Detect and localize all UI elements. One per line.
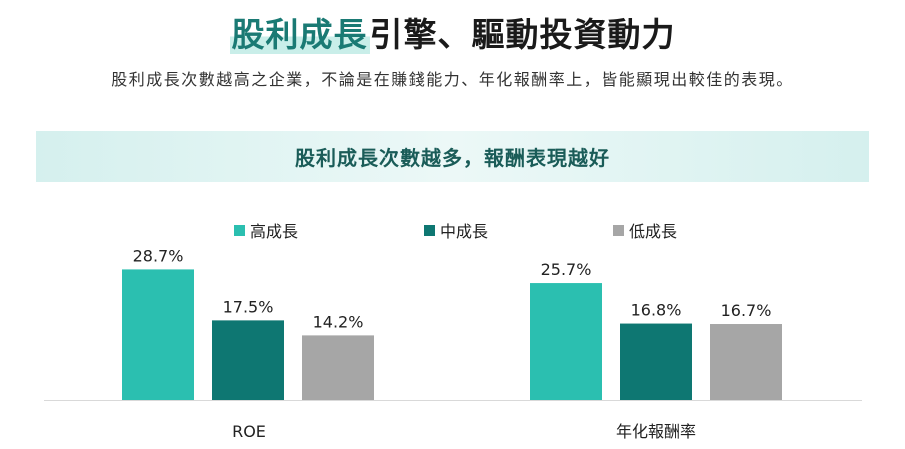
chart-title: 股利成長次數越多，報酬表現越好 — [295, 146, 610, 170]
bar-low-1 — [710, 324, 782, 400]
legend-item-high: 高成長 — [234, 218, 298, 242]
bar-mid-1 — [620, 323, 692, 400]
bar-high-0 — [122, 269, 194, 400]
legend-label-low: 低成長 — [629, 222, 678, 241]
data-label-mid-0: 17.5% — [223, 297, 274, 316]
page-headline: 股利成長引擎、驅動投資動力 — [0, 8, 905, 56]
data-label-high-1: 25.7% — [541, 260, 592, 279]
data-label-mid-1: 16.8% — [631, 301, 682, 320]
legend-label-mid: 中成長 — [440, 222, 489, 241]
category-label-1: 年化報酬率 — [616, 422, 696, 441]
legend-label-high: 高成長 — [250, 222, 299, 241]
data-label-high-0: 28.7% — [133, 246, 184, 265]
bar-high-1 — [530, 283, 602, 400]
legend-item-low: 低成長 — [613, 218, 677, 242]
headline-rest: 引擎、驅動投資動力 — [369, 15, 676, 54]
chart-legend: 高成長 中成長 低成長 — [0, 218, 905, 242]
legend-item-mid: 中成長 — [424, 218, 488, 242]
data-label-low-0: 14.2% — [313, 312, 364, 331]
bar-mid-0 — [212, 320, 284, 400]
legend-swatch-low — [613, 224, 624, 236]
chart-title-banner: 股利成長次數越多，報酬表現越好 — [36, 131, 869, 182]
page-subtitle: 股利成長次數越高之企業，不論是在賺錢能力、年化報酬率上，皆能顯現出較佳的表現。 — [111, 70, 794, 89]
bar-low-0 — [302, 335, 374, 400]
headline-highlight: 股利成長 — [229, 15, 370, 54]
legend-swatch-mid — [424, 224, 435, 236]
category-label-0: ROE — [232, 422, 266, 441]
data-label-low-1: 16.7% — [721, 301, 772, 320]
legend-swatch-high — [234, 224, 245, 236]
